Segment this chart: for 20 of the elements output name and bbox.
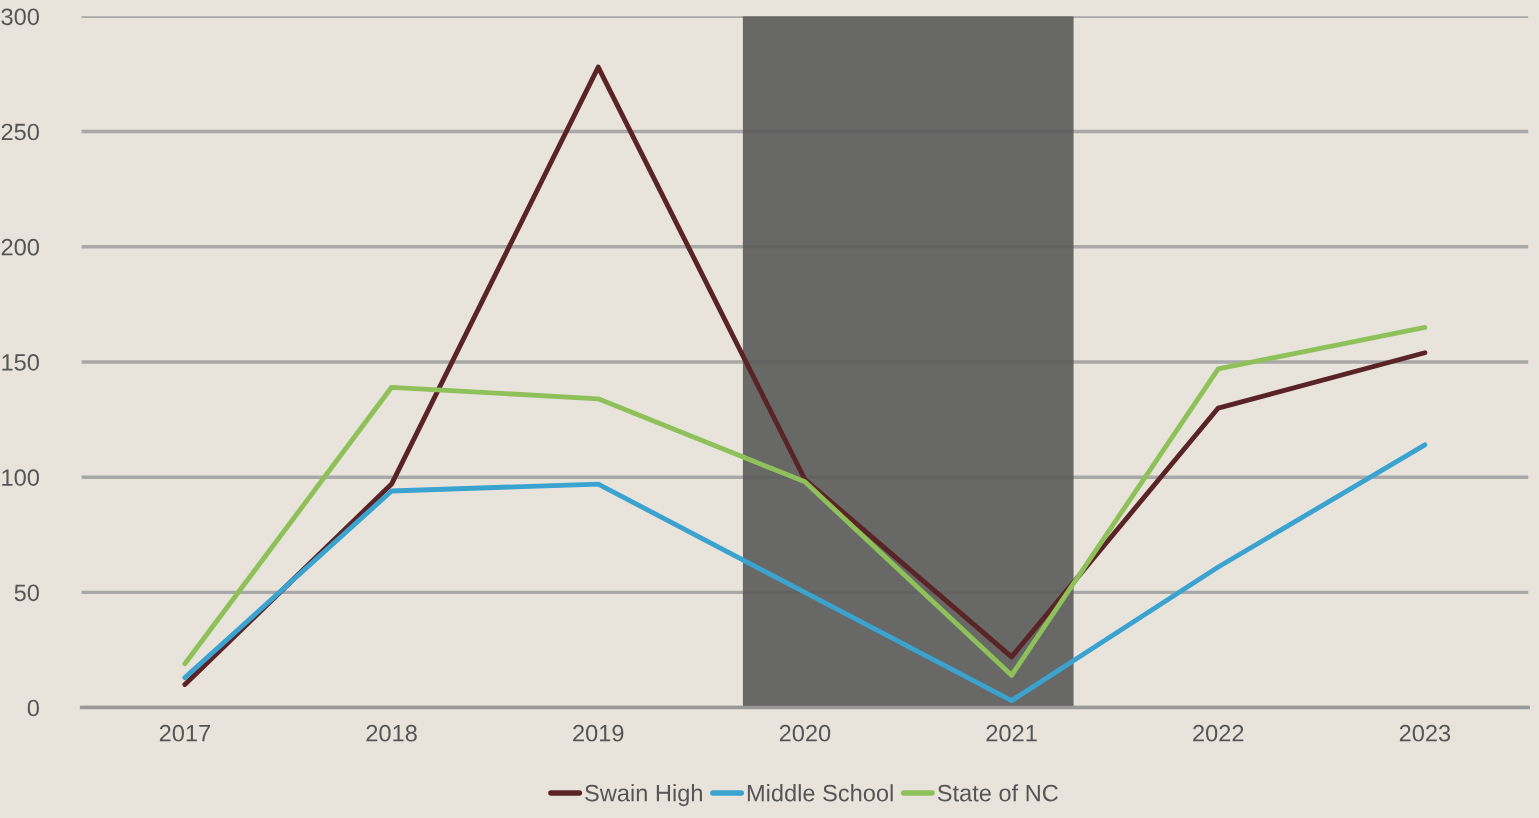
line-series	[182, 324, 1428, 678]
y-tick-label: 50	[14, 584, 39, 602]
x-tick-label: 2020	[779, 724, 831, 742]
y-tick-label: 200	[1, 238, 39, 256]
x-tick-label: 2018	[366, 724, 417, 742]
line-series	[182, 64, 1428, 687]
y-tick-label: 150	[2, 354, 39, 371]
x-tick-label: 2021	[986, 724, 1037, 742]
y-tick-label: 300	[1, 8, 39, 26]
x-tick-label: 2022	[1193, 724, 1244, 742]
y-tick-label: 100	[2, 469, 39, 486]
line-series	[182, 442, 1428, 704]
x-tick-label: 2023	[1399, 724, 1451, 742]
y-tick-label: 250	[1, 123, 39, 141]
y-tick-label: 0	[27, 699, 39, 717]
legend-label: Swain High	[585, 784, 702, 807]
legend-label: State of NC	[937, 784, 1058, 802]
x-tick-label: 2017	[159, 724, 210, 742]
legend-label: Middle School	[747, 784, 893, 802]
x-tick-label: 2019	[573, 724, 624, 742]
